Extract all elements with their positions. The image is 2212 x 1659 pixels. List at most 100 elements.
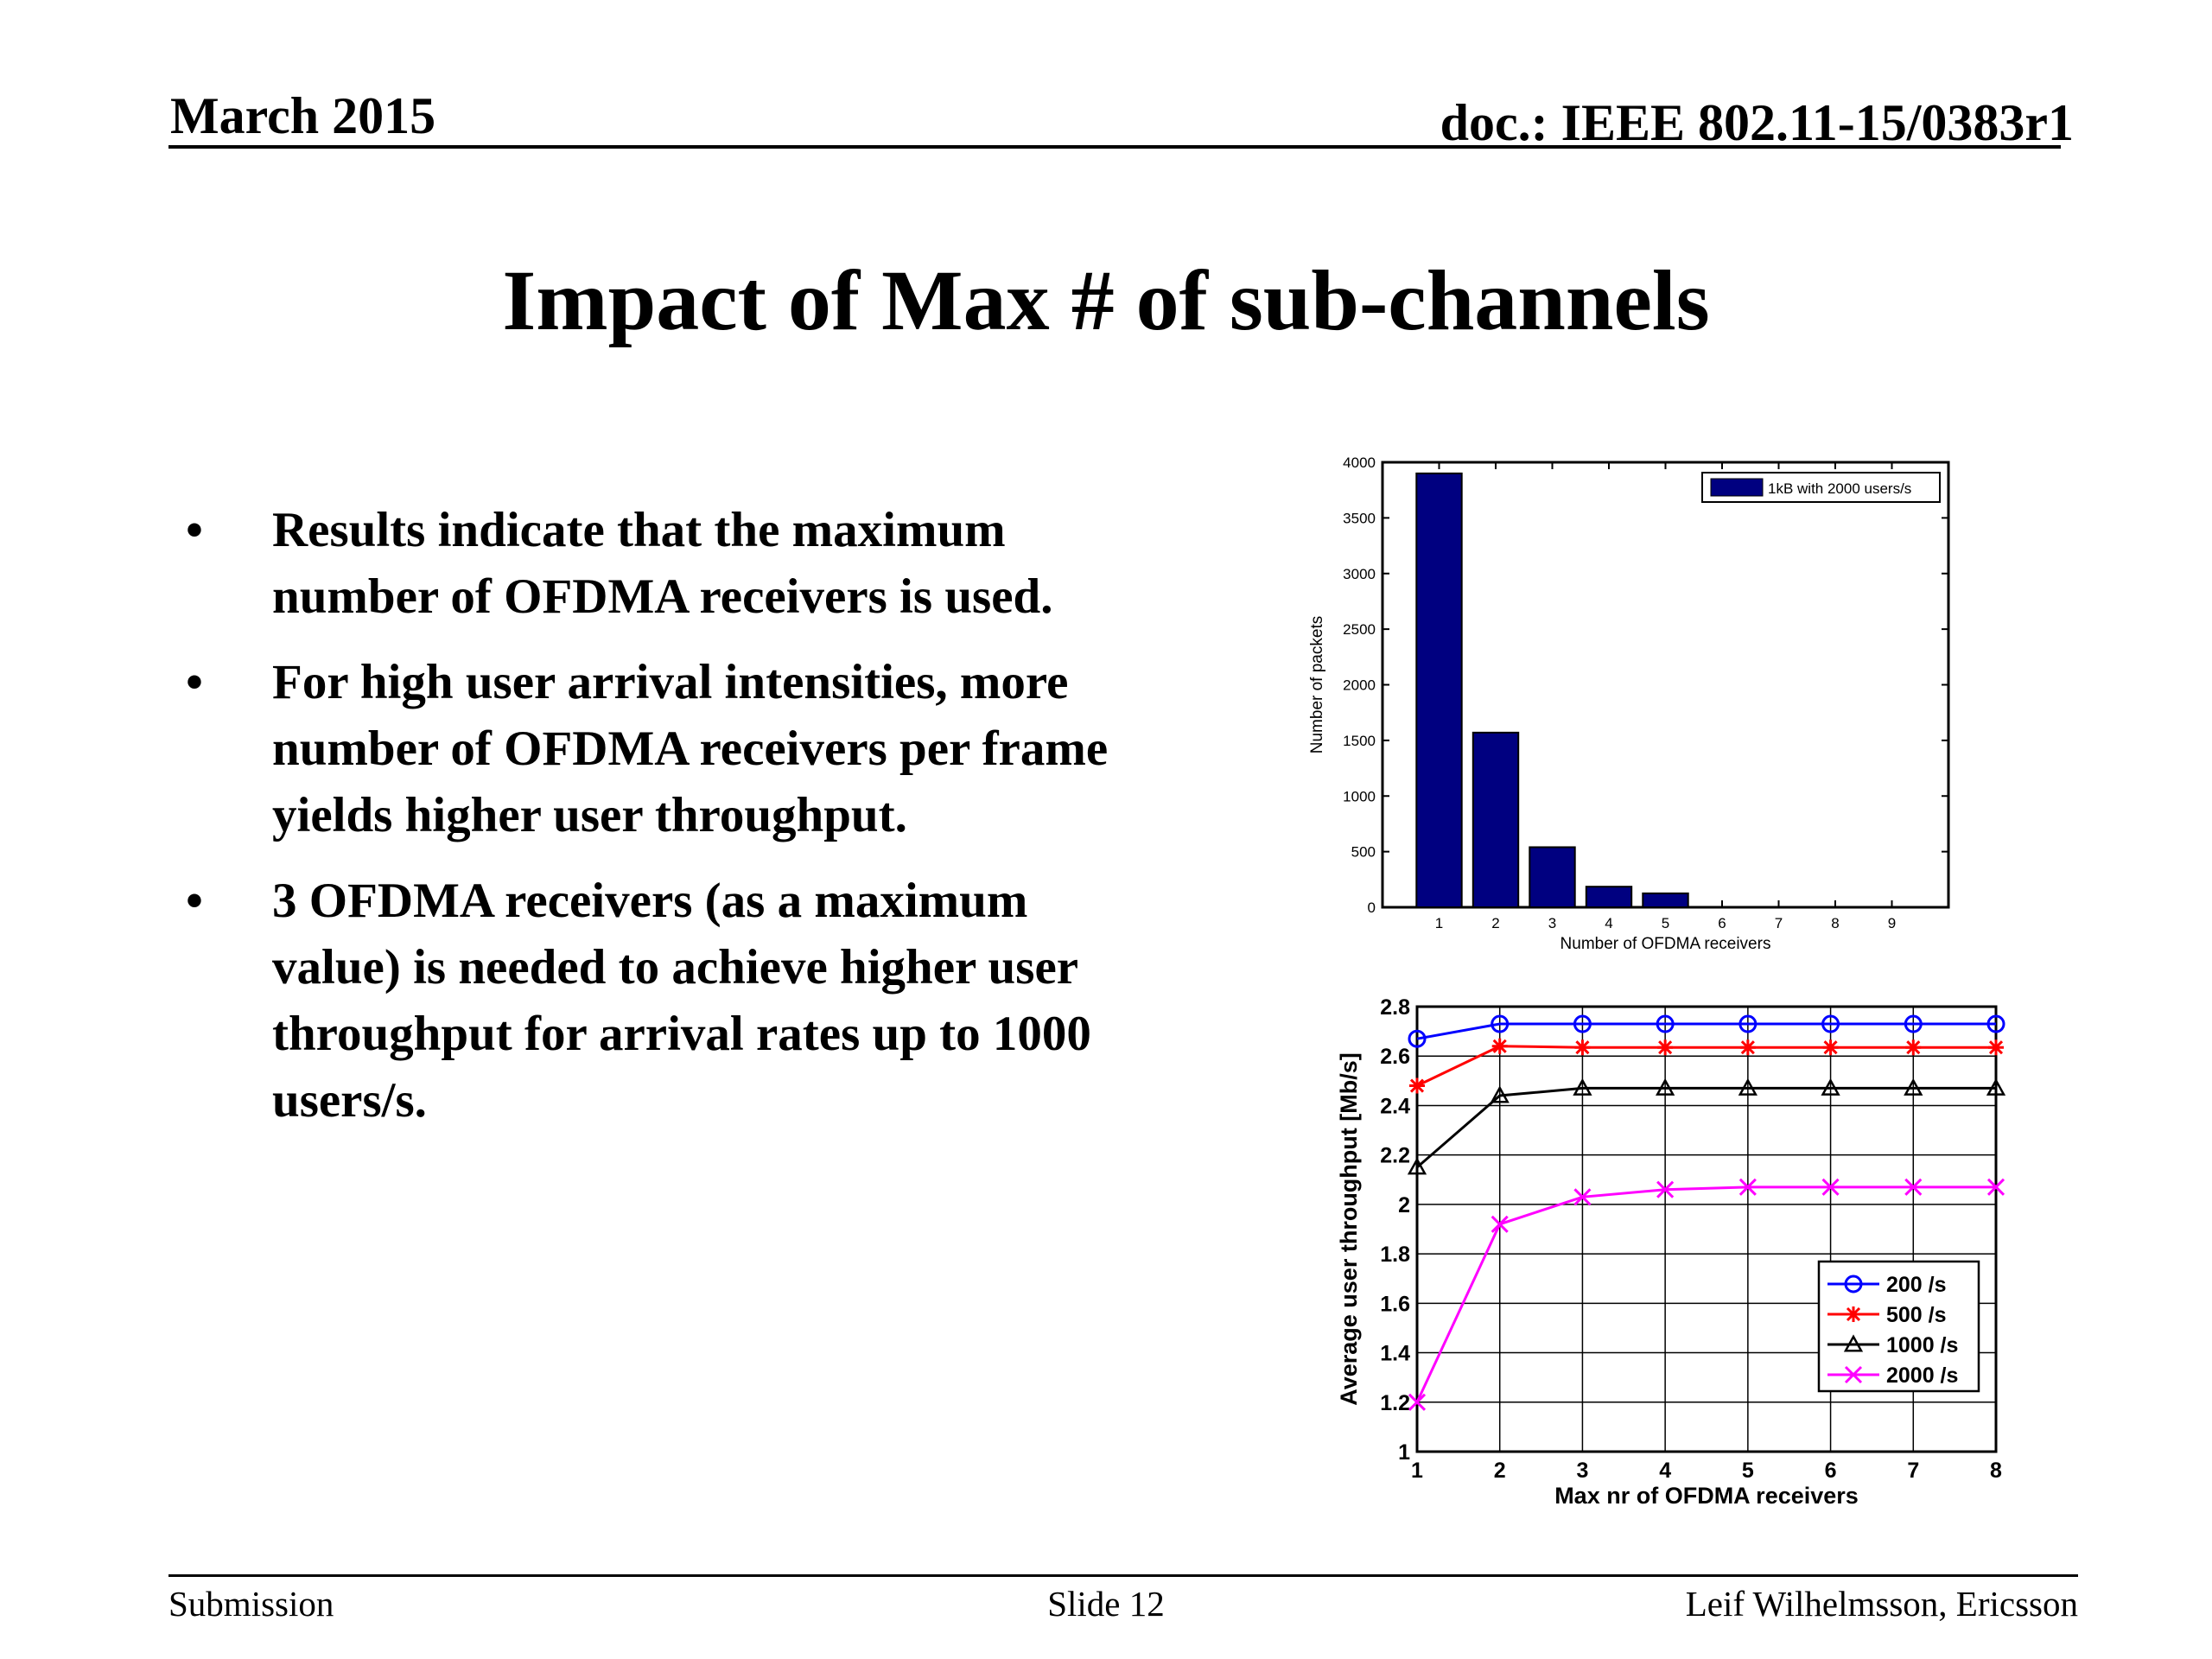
series-line	[1416, 1022, 1996, 1040]
y-tick-label: 2.6	[1380, 1045, 1410, 1069]
data-point	[1822, 1039, 1839, 1056]
y-tick-label: 1.8	[1380, 1243, 1410, 1267]
y-axis-label: Average user throughput [Mb/s]	[1336, 1052, 1362, 1406]
bullet-item: • Results indicate that the maximum numbe…	[186, 497, 1119, 630]
footer-slide-number: Slide 12	[1047, 1584, 1165, 1624]
data-point	[1821, 1014, 1840, 1033]
bar	[1642, 892, 1689, 908]
series-1000-s	[1407, 1077, 2006, 1175]
x-tick-label: 5	[1662, 915, 1669, 931]
header-doc-id: doc.: IEEE 802.11-15/0383r1	[1440, 94, 2074, 151]
x-tick-label: 7	[1907, 1459, 1919, 1483]
y-tick-label: 1.6	[1380, 1292, 1410, 1316]
data-point	[1408, 1029, 1427, 1048]
data-point	[1656, 1077, 1675, 1096]
bullet-item: • 3 OFDMA receivers (as a maximum value) …	[186, 868, 1119, 1134]
x-axis-label: Number of OFDMA receivers	[1560, 935, 1771, 953]
legend-marker	[1843, 1334, 1864, 1352]
y-tick-label: 2.2	[1380, 1144, 1410, 1168]
legend-marker	[1844, 1365, 1863, 1384]
bar	[1585, 886, 1633, 908]
footer-author: Leif Wilhelmsson, Ericsson	[1685, 1584, 2078, 1624]
data-point	[1408, 1393, 1427, 1411]
x-tick-label: 4	[1659, 1459, 1671, 1483]
series-500-s	[1409, 1038, 2004, 1094]
y-axis-label: Number of packets	[1308, 616, 1326, 753]
data-point	[1904, 1014, 1923, 1033]
y-tick-label: 2.8	[1380, 995, 1410, 1020]
data-point	[1656, 1014, 1675, 1033]
bullet-item: • For high user arrival intensities, more…	[186, 649, 1119, 849]
y-tick-label: 1.4	[1380, 1342, 1410, 1366]
y-tick-label: 2000	[1343, 677, 1376, 694]
x-tick-label: 7	[1775, 915, 1783, 931]
bar	[1529, 846, 1576, 909]
legend-label: 200 /s	[1886, 1273, 1947, 1297]
bullet-dot: •	[186, 874, 203, 928]
data-point	[1656, 1180, 1675, 1198]
data-point	[1490, 1085, 1510, 1103]
x-tick-label: 6	[1825, 1459, 1837, 1483]
data-point	[1904, 1077, 1923, 1096]
y-tick-label: 2.4	[1380, 1094, 1410, 1118]
data-point	[1409, 1077, 1425, 1094]
series-200-s	[1408, 1014, 2005, 1048]
bullet-dot: •	[186, 503, 203, 557]
x-axis-label: Max nr of OFDMA receivers	[1554, 1483, 1859, 1509]
data-point	[1491, 1038, 1508, 1054]
legend-swatch	[1710, 478, 1764, 497]
x-tick-label: 3	[1576, 1459, 1588, 1483]
x-tick-label: 1	[1435, 915, 1443, 931]
footer-divider	[168, 1574, 2078, 1577]
bullet-dot: •	[186, 655, 203, 709]
bullet-text: Results indicate that the maximum number…	[272, 503, 1053, 624]
y-tick-label: 1500	[1343, 733, 1376, 749]
y-tick-label: 1000	[1343, 788, 1376, 804]
x-tick-label: 5	[1742, 1459, 1754, 1483]
x-tick-label: 2	[1494, 1459, 1506, 1483]
y-tick-label: 4000	[1343, 454, 1376, 471]
bullet-text: 3 OFDMA receivers (as a maximum value) i…	[272, 874, 1091, 1128]
header-date: March 2015	[170, 87, 436, 144]
x-tick-label: 8	[1831, 915, 1839, 931]
data-point	[1407, 1157, 1427, 1175]
data-point	[1573, 1188, 1592, 1206]
data-point	[1738, 1014, 1758, 1033]
series-2000-s	[1408, 1178, 2005, 1411]
data-point	[1904, 1178, 1923, 1196]
y-tick-label: 3000	[1343, 566, 1376, 582]
data-point	[1574, 1039, 1591, 1056]
packets-bar-chart: 0 500 1000 1500 2000 2500 3000 3500 4000 1 2 3 4 5 6 7 8…	[1308, 454, 1950, 953]
legend-marker	[1844, 1274, 1863, 1294]
x-tick-label: 2	[1491, 915, 1499, 931]
series-line	[1416, 1086, 1996, 1169]
y-tick-label: 1.2	[1380, 1391, 1410, 1415]
footer-submission: Submission	[168, 1584, 334, 1624]
x-tick-label: 1	[1411, 1459, 1423, 1483]
x-tick-label: 4	[1605, 915, 1612, 931]
y-tick-label: 500	[1351, 844, 1376, 861]
data-point	[1988, 1039, 2004, 1056]
data-point	[1657, 1039, 1674, 1056]
legend-label: 1000 /s	[1886, 1333, 1958, 1357]
y-tick-label: 2500	[1343, 621, 1376, 638]
data-point	[1986, 1077, 2006, 1096]
y-tick-label: 2	[1398, 1193, 1410, 1217]
plot-frame	[1415, 1005, 1998, 1453]
series-line	[1415, 1185, 1996, 1403]
y-tick-label: 1	[1398, 1440, 1410, 1465]
legend-marker	[1846, 1306, 1861, 1322]
throughput-line-chart: 1 2 3 4 5 6 7 8 1 1.2 1.4 1.6 1.8 2 2.2 2.4 2.6 2.8 Max nr…	[1336, 995, 2006, 1509]
x-tick-label: 8	[1990, 1459, 2002, 1483]
slide-title: Impact of Max # of sub-channels	[502, 252, 1710, 348]
data-point	[1905, 1039, 1922, 1056]
data-point	[1491, 1014, 1510, 1033]
data-point	[1739, 1039, 1756, 1056]
data-point	[1986, 1178, 2005, 1196]
header-divider	[168, 145, 2061, 149]
plot-frame	[1381, 461, 1950, 909]
data-point	[1573, 1077, 1592, 1096]
data-point	[1491, 1215, 1509, 1233]
bar	[1471, 731, 1520, 908]
y-tick-label: 3500	[1343, 510, 1376, 526]
